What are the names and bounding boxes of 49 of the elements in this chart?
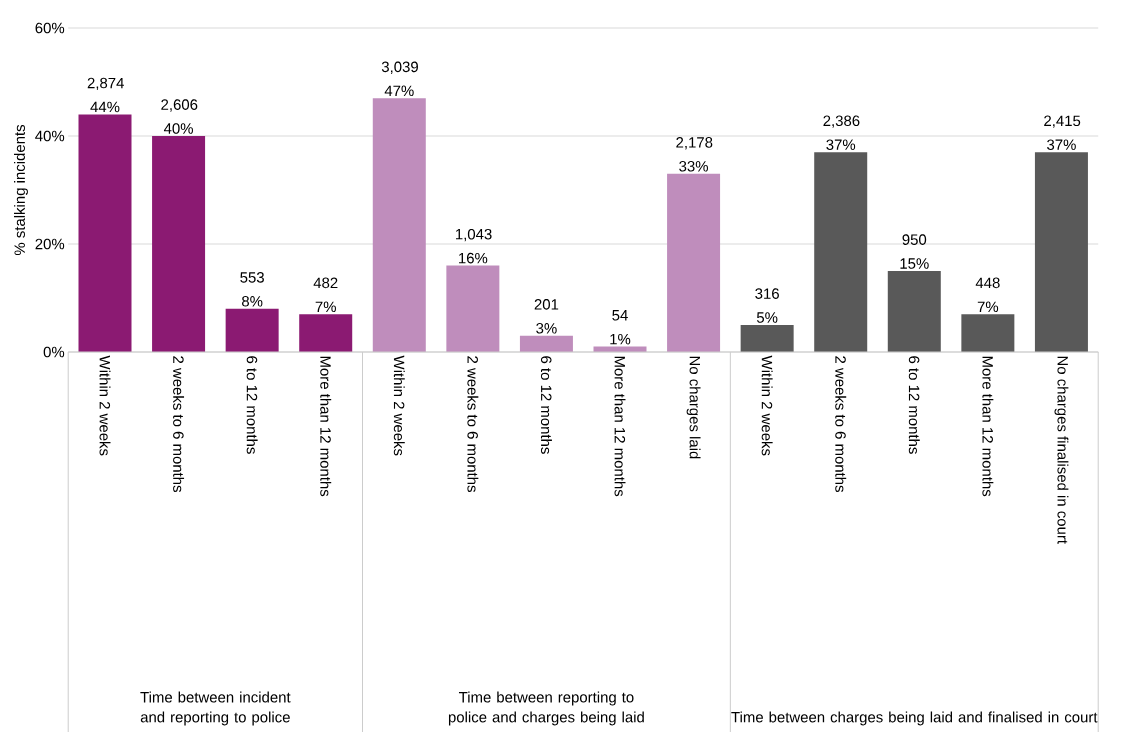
y-tick-label: 40% [35, 130, 65, 142]
y-tick-label: 0% [43, 346, 65, 358]
data-label: 950 15% [900, 234, 929, 269]
data-label: 2,606 40% [161, 99, 198, 134]
data-label: 2,178 33% [676, 137, 713, 172]
data-label: 2,874 44% [87, 77, 124, 113]
y-axis-title: % stalking incidents [14, 124, 28, 256]
x-tick-label: More than 12 months [320, 356, 332, 497]
bar [78, 114, 132, 352]
y-tick-label: 20% [35, 238, 65, 250]
x-tick-label: 6 to 12 months [246, 356, 258, 454]
x-tick-label: Within 2 weeks [761, 355, 773, 456]
x-tick-label: 2 weeks to 6 months [467, 356, 479, 493]
x-tick-label: 2 weeks to 6 months [173, 356, 185, 493]
bar [519, 335, 573, 352]
bar [887, 271, 941, 352]
bar [446, 265, 500, 352]
x-tick-label: No charges finalised in court [1054, 356, 1069, 544]
bar [961, 314, 1015, 352]
bar [667, 173, 721, 352]
x-tick-label: More than 12 months [982, 356, 994, 497]
data-label: 201 3% [534, 299, 559, 334]
bar [225, 308, 279, 352]
y-tick-label: 60% [35, 22, 65, 34]
data-label: 54 1% [610, 310, 631, 345]
bar [740, 325, 794, 352]
bar [814, 152, 868, 352]
x-tick-label: 6 to 12 months [540, 356, 552, 454]
data-label: 3,039 47% [381, 61, 418, 96]
bar [299, 314, 353, 352]
x-tick-label: 2 weeks to 6 months [835, 356, 847, 493]
bar [1034, 152, 1088, 352]
data-label: 448 7% [975, 277, 1000, 313]
bar [152, 136, 206, 352]
x-tick-label: 6 to 12 months [908, 356, 920, 454]
data-label: 1,043 16% [456, 228, 492, 264]
data-label: 553 8% [240, 272, 264, 307]
x-tick-label: Within 2 weeks [99, 355, 111, 456]
data-label: 2,386 37% [823, 115, 860, 150]
x-tick-label: No charges laid [686, 356, 701, 459]
text: Time between reporting to police and charges being laid [448, 691, 644, 726]
data-label: 2,415 37% [1044, 115, 1081, 150]
text: Time between incident and reporting to police [140, 691, 291, 726]
data-label: 316 5% [755, 288, 779, 323]
data-label: 482 7% [313, 277, 338, 313]
text: Time between charges being laid and finalised in court [731, 711, 1098, 726]
x-tick-label: Within 2 weeks [393, 355, 405, 456]
x-tick-label: More than 12 months [614, 356, 626, 497]
bar [372, 98, 426, 352]
